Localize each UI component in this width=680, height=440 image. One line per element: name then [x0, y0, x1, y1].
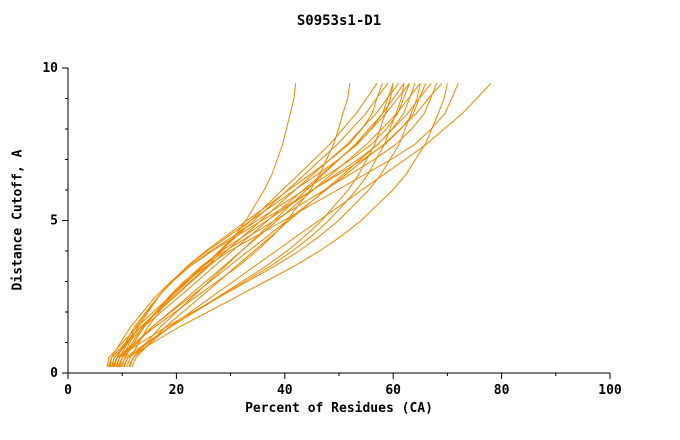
tick-label: 0: [64, 383, 72, 398]
series-line-m19: [115, 82, 443, 368]
tick-label: 100: [598, 383, 622, 398]
tick-label: 5: [50, 214, 58, 229]
tick-label: 10: [42, 61, 58, 76]
tick-label: 60: [385, 383, 401, 398]
tick-label: 40: [277, 383, 293, 398]
x-axis-title: Percent of Residues (CA): [245, 401, 433, 416]
tick-label: 20: [169, 383, 185, 398]
series-line-m15: [112, 83, 421, 368]
series-line-m10: [120, 83, 405, 368]
series-line-m09: [128, 83, 405, 368]
series-line-m08: [108, 83, 400, 368]
tick-label: 0: [50, 366, 58, 381]
series-line-m21: [119, 83, 459, 368]
tick-label: 80: [494, 383, 510, 398]
series-line-m11: [113, 83, 410, 368]
series-line-m18: [121, 83, 438, 368]
series-line-m20: [123, 83, 448, 368]
series-line-m22: [129, 82, 492, 368]
chart-title: S0953s1-D1: [296, 13, 382, 29]
series-line-m17: [131, 82, 432, 368]
